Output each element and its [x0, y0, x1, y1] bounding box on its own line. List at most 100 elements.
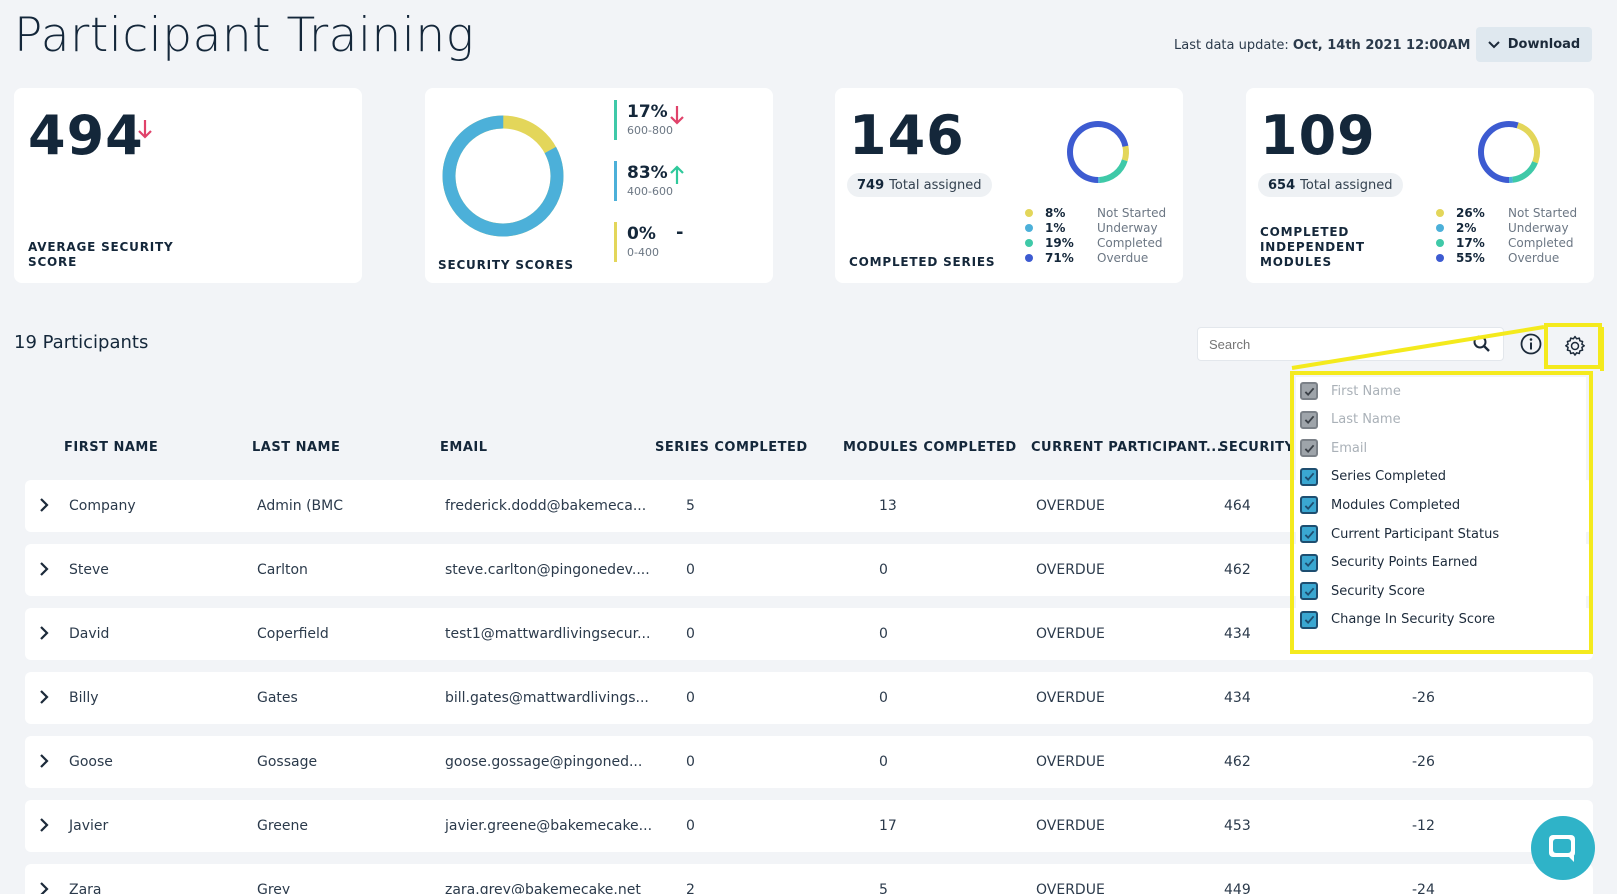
cell-participant-status: OVERDUE [1036, 882, 1105, 894]
download-button[interactable]: Download [1476, 27, 1592, 62]
donut-segment [1478, 121, 1540, 183]
column-toggle-label: Series Completed [1331, 469, 1447, 485]
column-header-first-name[interactable]: FIRST NAME [64, 440, 159, 455]
column-header-last-name[interactable]: LAST NAME [252, 440, 341, 455]
legend-item: 71% Overdue [1025, 250, 1166, 265]
search-input[interactable] [1197, 327, 1504, 361]
chevron-right-icon[interactable] [38, 497, 50, 513]
column-toggle[interactable]: Security Points Earned [1296, 553, 1478, 573]
table-row[interactable]: Zara Grey zara.grey@bakemecake.net 2 5 OVERDU… [25, 864, 1593, 894]
score-band-pct: 0% [627, 224, 656, 244]
score-band-bar [614, 222, 617, 262]
cell-series-completed: 5 [686, 498, 695, 514]
total-assigned-pill: 749 Total assigned [847, 173, 992, 197]
page-title: Participant Training [14, 8, 475, 63]
legend-dot [1436, 253, 1444, 262]
donut-segment [1067, 121, 1129, 183]
cell-email: steve.carlton@pingonedev.... [445, 562, 650, 578]
cell-last-name: Grey [257, 882, 291, 894]
chevron-down-icon [1488, 38, 1500, 52]
cell-email: goose.gossage@pingoned... [445, 754, 643, 770]
last-update-label: Last data update: [1174, 38, 1289, 53]
cell-series-completed: 0 [686, 818, 695, 834]
table-row[interactable]: Goose Gossage goose.gossage@pingoned... 0 0 O… [25, 736, 1593, 788]
column-toggle[interactable]: Security Score [1296, 581, 1425, 601]
column-header-series-completed[interactable]: SERIES COMPLETED [655, 440, 808, 455]
checkbox[interactable] [1300, 525, 1318, 543]
checkbox [1300, 382, 1318, 400]
completed-series-legend: 8% Not Started 1% Underway 19% Completed 71… [1025, 205, 1166, 265]
legend-item: 19% Completed [1025, 235, 1166, 250]
column-header-email[interactable]: EMAIL [440, 440, 488, 455]
cell-first-name: Billy [69, 690, 99, 706]
gear-icon[interactable] [1563, 334, 1587, 358]
cell-email: javier.greene@bakemecake... [445, 818, 653, 834]
cell-modules-completed: 5 [879, 882, 888, 894]
completed-modules-value: 109 [1260, 104, 1376, 167]
checkbox[interactable] [1300, 553, 1318, 572]
legend-dot [1025, 253, 1033, 262]
security-scores-donut [442, 115, 564, 237]
column-toggle[interactable]: Change In Security Score [1296, 610, 1495, 630]
column-toggle[interactable]: Modules Completed [1296, 495, 1460, 515]
checkbox[interactable] [1300, 496, 1318, 515]
cell-series-completed: 0 [686, 562, 695, 578]
legend-dot [1436, 238, 1444, 247]
cell-security-score: 462 [1224, 754, 1251, 770]
cell-participant-status: OVERDUE [1036, 498, 1105, 514]
legend-dot [1025, 208, 1033, 217]
average-score-card: 494 AVERAGE SECURITY SCORE [14, 88, 362, 283]
legend-dot [1025, 238, 1033, 247]
highlight-connector [1291, 325, 1604, 371]
last-update: Last data update: Oct, 14th 2021 12:00AM [1174, 38, 1470, 53]
cell-last-name: Gossage [257, 754, 318, 770]
legend-item: 8% Not Started [1025, 205, 1166, 220]
chevron-right-icon[interactable] [38, 561, 50, 577]
info-icon[interactable] [1520, 333, 1542, 355]
completed-modules-card: 109 654 Total assigned COMPLETED INDEPEN… [1246, 88, 1594, 283]
chat-button[interactable] [1531, 816, 1595, 880]
score-band-pct: 83% [627, 163, 668, 183]
cell-first-name: Company [69, 498, 136, 514]
score-band-range: 0-400 [627, 246, 659, 259]
column-toggle[interactable]: Series Completed [1296, 467, 1446, 487]
cell-score-change: -24 [1412, 882, 1435, 894]
chevron-right-icon[interactable] [38, 753, 50, 769]
column-toggle: First Name [1296, 381, 1401, 401]
cell-modules-completed: 13 [879, 498, 897, 514]
chevron-right-icon[interactable] [38, 817, 50, 833]
cell-series-completed: 0 [686, 626, 695, 642]
table-row[interactable]: Billy Gates bill.gates@mattwardlivings... 0… [25, 672, 1593, 724]
checkbox[interactable] [1300, 467, 1318, 486]
chat-icon [1549, 835, 1575, 862]
cell-security-score: 434 [1224, 626, 1251, 642]
cell-modules-completed: 0 [879, 562, 888, 578]
chevron-right-icon[interactable] [38, 881, 50, 894]
cell-security-score: 434 [1224, 690, 1251, 706]
cell-first-name: David [69, 626, 110, 642]
checkbox[interactable] [1300, 610, 1318, 629]
table-row[interactable]: Javier Greene javier.greene@bakemecake... 0… [25, 800, 1593, 852]
score-band-range: 400-600 [627, 185, 673, 198]
total-assigned-pill: 654 Total assigned [1258, 173, 1403, 197]
column-toggle-label: Modules Completed [1331, 497, 1461, 513]
column-header-modules-completed[interactable]: MODULES COMPLETED [843, 440, 1017, 455]
cell-last-name: Coperfield [257, 626, 329, 642]
legend-item: 55% Overdue [1436, 250, 1577, 265]
checkbox[interactable] [1300, 582, 1318, 601]
legend-item: 17% Completed [1436, 235, 1577, 250]
completed-series-donut [1067, 121, 1129, 183]
chevron-right-icon[interactable] [38, 689, 50, 705]
column-header-participant-status[interactable]: CURRENT PARTICIPANT... [1031, 440, 1223, 455]
cell-security-score: 462 [1224, 562, 1251, 578]
column-toggle-label: Security Points Earned [1331, 555, 1478, 571]
score-band-bar [614, 100, 617, 140]
cell-email: test1@mattwardlivingsecur... [445, 626, 651, 642]
cell-last-name: Gates [257, 690, 298, 706]
trend-up-icon [670, 164, 684, 192]
completed-series-label: COMPLETED SERIES [849, 255, 996, 269]
chevron-right-icon[interactable] [38, 625, 50, 641]
column-toggle[interactable]: Current Participant Status [1296, 524, 1499, 544]
completed-modules-donut [1478, 121, 1540, 183]
column-header-security[interactable]: SECURITY [1219, 440, 1295, 455]
